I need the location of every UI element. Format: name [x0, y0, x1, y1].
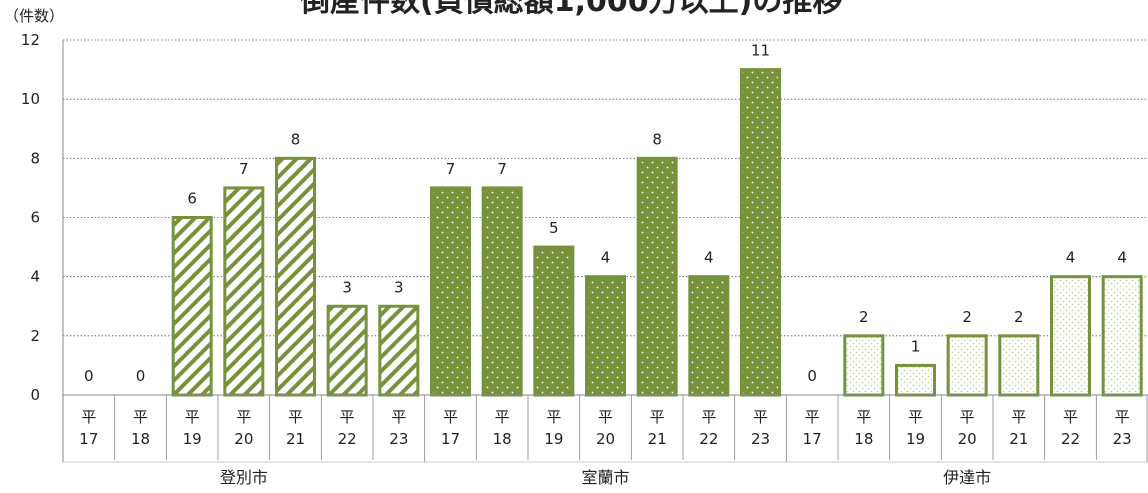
bar-layer [173, 70, 1141, 395]
data-label: 2 [859, 308, 869, 326]
category-label: 21 [286, 430, 305, 448]
category-label: 22 [699, 430, 718, 448]
data-label: 3 [394, 278, 404, 296]
category-label: 20 [596, 430, 615, 448]
y-tick-label: 6 [30, 209, 40, 227]
category-label: 23 [1113, 430, 1132, 448]
bar [638, 158, 676, 395]
category-label: 23 [389, 430, 408, 448]
bar [535, 247, 573, 395]
data-label: 7 [497, 160, 507, 178]
bar [845, 336, 883, 395]
category-label: 平 [443, 408, 458, 426]
category-label: 平 [960, 408, 975, 426]
y-tick-label: 2 [30, 327, 40, 345]
category-label: 平 [598, 408, 613, 426]
category-label: 平 [701, 408, 716, 426]
y-tick-label: 10 [21, 90, 40, 108]
category-label: 18 [854, 430, 873, 448]
group-label: 伊達市 [943, 468, 991, 487]
bar [690, 277, 728, 395]
data-label: 0 [807, 367, 817, 385]
bar [1052, 277, 1090, 395]
y-tick-label: 4 [30, 268, 40, 286]
bar [1103, 277, 1141, 395]
bar [483, 188, 521, 395]
data-label: 4 [704, 249, 714, 267]
category-label: 19 [906, 430, 925, 448]
category-label: 平 [236, 408, 251, 426]
category-label: 平 [650, 408, 665, 426]
bar [897, 365, 935, 395]
category-label: 平 [185, 408, 200, 426]
category-label: 平 [340, 408, 355, 426]
y-tick-label: 8 [30, 149, 40, 167]
category-label: 20 [234, 430, 253, 448]
data-label: 8 [652, 130, 662, 148]
bar [277, 158, 315, 395]
data-label: 8 [291, 130, 301, 148]
category-label: 20 [958, 430, 977, 448]
category-label: 21 [1009, 430, 1028, 448]
category-label: 平 [1115, 408, 1130, 426]
category-label: 平 [1011, 408, 1026, 426]
data-label: 4 [1117, 249, 1127, 267]
data-label: 4 [601, 249, 611, 267]
category-label: 22 [338, 430, 357, 448]
category-label: 平 [856, 408, 871, 426]
bar [432, 188, 470, 395]
category-label: 21 [648, 430, 667, 448]
category-label: 17 [79, 430, 98, 448]
category-label: 平 [391, 408, 406, 426]
bar [587, 277, 625, 395]
data-label: 11 [751, 42, 770, 60]
category-label: 19 [183, 430, 202, 448]
category-label: 平 [288, 408, 303, 426]
data-label: 5 [549, 219, 559, 237]
data-label: 1 [911, 337, 921, 355]
category-label: 平 [495, 408, 510, 426]
bar [1000, 336, 1038, 395]
category-label: 17 [803, 430, 822, 448]
y-axis-unit-label: （件数） [4, 7, 64, 25]
data-label: 2 [1014, 308, 1024, 326]
y-tick-label: 12 [21, 31, 40, 49]
category-label: 平 [908, 408, 923, 426]
data-label: 4 [1066, 249, 1076, 267]
bar [380, 306, 418, 395]
category-label: 17 [441, 430, 460, 448]
group-label: 登別市 [220, 468, 268, 487]
category-label: 平 [81, 408, 96, 426]
category-label: 23 [751, 430, 770, 448]
bar [173, 218, 211, 396]
category-label: 19 [544, 430, 563, 448]
y-tick-label: 0 [30, 386, 40, 404]
category-label: 平 [546, 408, 561, 426]
bar [328, 306, 366, 395]
bar [742, 70, 780, 395]
data-label: 6 [187, 190, 197, 208]
category-label: 平 [805, 408, 820, 426]
data-label: 7 [239, 160, 249, 178]
category-label: 18 [131, 430, 150, 448]
category-label: 18 [493, 430, 512, 448]
category-label: 22 [1061, 430, 1080, 448]
group-label: 室蘭市 [581, 468, 629, 487]
data-label: 2 [962, 308, 972, 326]
data-label: 7 [446, 160, 456, 178]
category-label: 平 [1063, 408, 1078, 426]
data-label: 0 [136, 367, 146, 385]
bar [225, 188, 263, 395]
data-label: 3 [342, 278, 352, 296]
bar [948, 336, 986, 395]
category-label: 平 [133, 408, 148, 426]
data-label: 0 [84, 367, 94, 385]
category-label: 平 [753, 408, 768, 426]
